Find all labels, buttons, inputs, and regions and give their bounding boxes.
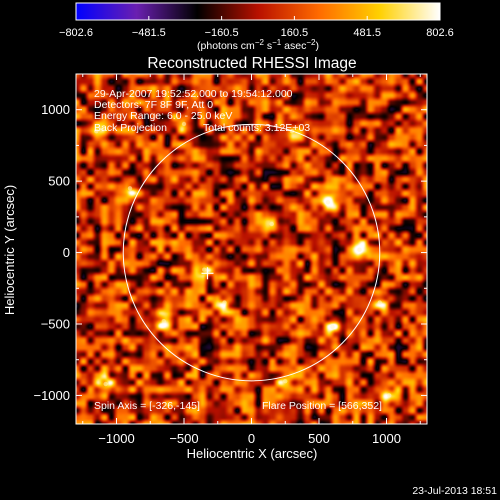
y-tick-label: 0: [63, 245, 70, 260]
annotation-detectors: Detectors: 7F 8F 9F, Att 0: [94, 99, 213, 111]
y-tick-label: 1000: [41, 102, 70, 117]
bright-source: [377, 300, 382, 305]
bright-source: [181, 121, 187, 127]
bright-source: [94, 128, 99, 134]
y-axis-title: Heliocentric Y (arcsec): [2, 185, 17, 315]
annotation-time-range: 29-Apr-2007 19:52:52.000 to 19:54:12.000: [94, 88, 293, 100]
bright-source: [202, 267, 207, 272]
colorbar: [76, 3, 440, 20]
x-tick-label: 0: [248, 431, 255, 446]
colorbar-tick-label: −802.6: [59, 27, 93, 39]
chart-title: Reconstructed RHESSI Image: [147, 55, 356, 72]
colorbar-tick-label: −160.5: [205, 27, 239, 39]
annotation-spin-axis: Spin Axis = [-326,-145]: [94, 400, 200, 412]
x-tick-label: −500: [169, 431, 198, 446]
annotation-flare-position: Flare Position = [566,352]: [262, 400, 382, 412]
solar-limb-circle: [122, 123, 381, 382]
bright-source: [222, 300, 227, 305]
y-tick-label: −1000: [33, 388, 70, 403]
colorbar-tick-label: −481.5: [132, 27, 166, 39]
x-tick-label: 1000: [372, 431, 401, 446]
bright-source: [357, 247, 362, 252]
footer-date: 23-Jul-2013 18:51: [412, 485, 497, 497]
bright-source: [103, 381, 108, 387]
x-tick-label: −1000: [98, 431, 135, 446]
colorbar-tick-label: 160.5: [281, 27, 309, 39]
bright-source: [387, 393, 392, 398]
bright-source: [330, 324, 335, 330]
annotation-total-counts: Total counts: 3.12E+03: [203, 122, 310, 134]
annotation-energy-range: Energy Range: 6.0 - 25.0 keV: [94, 110, 232, 122]
bright-source: [269, 221, 274, 227]
bright-source: [127, 186, 133, 191]
bright-source: [161, 318, 166, 324]
colorbar-frame: [75, 2, 441, 21]
annotation-method: Back Projection: [94, 122, 167, 134]
bright-sources: [94, 121, 392, 398]
y-tick-label: 500: [48, 174, 70, 189]
y-tick-label: −500: [41, 317, 70, 332]
colorbar-ticks: −802.6 −481.5 −160.5 160.5 481.5 802.6: [59, 16, 454, 39]
x-tick-label: 500: [308, 431, 330, 446]
colorbar-tick-label: 802.6: [426, 27, 454, 39]
bright-source: [283, 378, 288, 384]
y-axis-ticks: −1000 −500 0 500 1000: [33, 73, 427, 403]
bright-source: [325, 200, 331, 205]
x-axis-title: Heliocentric X (arcsec): [187, 446, 318, 461]
colorbar-tick-label: 481.5: [353, 27, 381, 39]
x-axis-ticks: −1000 −500 0 500 1000: [82, 74, 421, 446]
colorbar-units-label: (photons cm−2 s−1 asec−2): [197, 38, 319, 52]
spin-axis-marker: [201, 267, 214, 280]
heatmap-image: [76, 74, 427, 424]
